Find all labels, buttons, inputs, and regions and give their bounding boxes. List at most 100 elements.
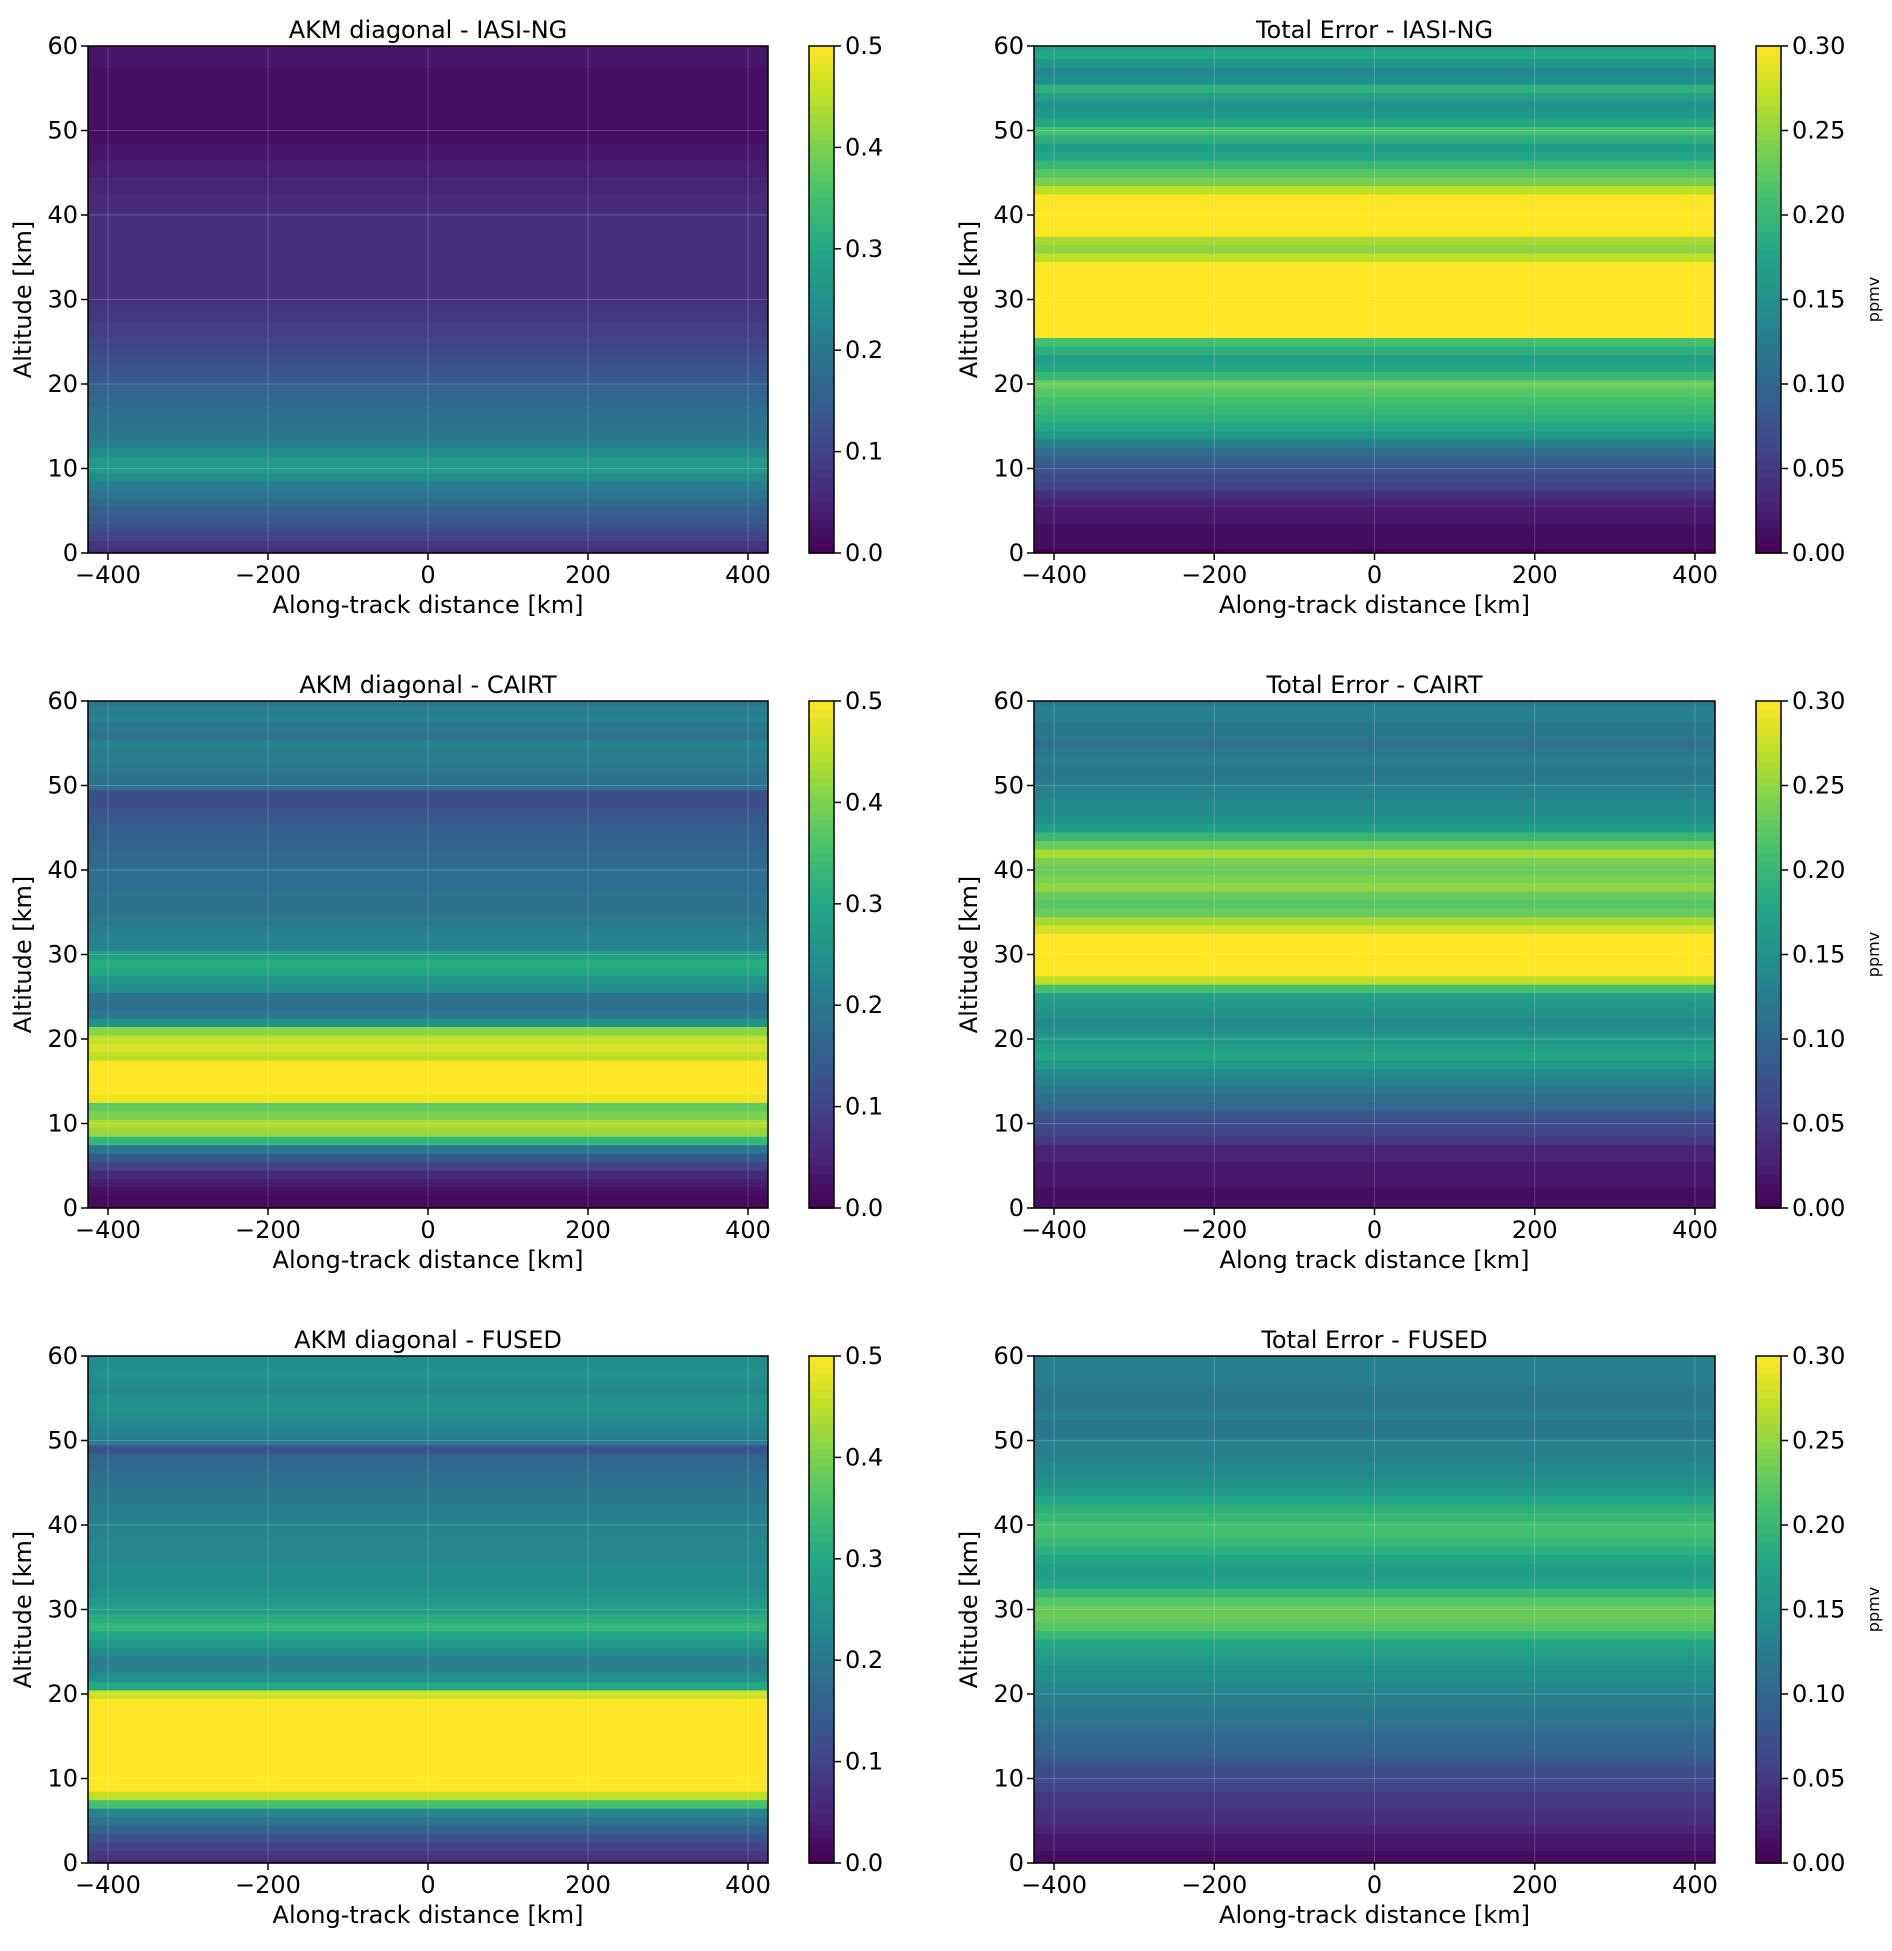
heatmap-cell	[1034, 1563, 1715, 1573]
heatmap-cell	[1034, 1178, 1715, 1188]
chart-title: AKM diagonal - IASI-NG	[289, 16, 568, 44]
heatmap-cell	[1034, 1503, 1715, 1513]
x-tick-label: −400	[1021, 1216, 1087, 1244]
heatmap-cell	[88, 1385, 768, 1395]
heatmap-cell	[1034, 950, 1715, 960]
colorbar-segment	[1756, 734, 1781, 745]
heatmap-cell	[1034, 312, 1715, 322]
heatmap-cell	[88, 320, 768, 330]
heatmap-cell	[1034, 1486, 1715, 1497]
colorbar-segment	[809, 1651, 834, 1661]
y-tick-label: 60	[993, 32, 1024, 60]
colorbar-segment	[809, 1415, 834, 1425]
colorbar-segment	[809, 1174, 834, 1184]
colorbar-segment	[1756, 1047, 1781, 1057]
colorbar-segment	[1756, 836, 1781, 846]
heatmap-cell	[88, 941, 768, 951]
heatmap-cell	[88, 1630, 768, 1640]
heatmap-cell	[1034, 100, 1715, 110]
colorbar-segment	[809, 1440, 834, 1450]
colorbar-segment	[1756, 155, 1781, 166]
colorbar-segment	[809, 895, 834, 905]
colorbar-segment	[809, 62, 834, 73]
heatmap-cell	[88, 764, 768, 774]
panel-1: −400 −200 0 200 400 0 10 20 30 40 50 60 AKM diagonal…	[9, 16, 883, 619]
heatmap-cell	[1034, 1732, 1715, 1742]
heatmap-cell	[88, 464, 768, 474]
heatmap-cell	[1034, 747, 1715, 757]
heatmap-cell	[88, 1195, 768, 1205]
heatmap-cell	[1034, 772, 1715, 782]
colorbar-tick-label: 0.4	[845, 133, 883, 161]
colorbar-segment	[809, 54, 834, 64]
heatmap-cell	[1034, 1495, 1715, 1505]
heatmap-cell	[1034, 92, 1715, 102]
colorbar-segment	[809, 793, 834, 804]
heatmap-cell	[1034, 388, 1715, 398]
colorbar-segment	[809, 172, 834, 182]
heatmap-cell	[1034, 548, 1715, 554]
colorbar-segment	[1756, 886, 1781, 897]
heatmap-cell	[88, 1529, 768, 1539]
colorbar: 0.0 0.1 0.2 0.3 0.4 0.5	[808, 32, 883, 567]
heatmap-cell	[1034, 823, 1715, 833]
heatmap-cell	[88, 1748, 768, 1758]
colorbar-tick-label: 0.5	[845, 1342, 883, 1370]
heatmap-cell	[88, 755, 768, 765]
y-tick-label: 60	[47, 32, 78, 60]
colorbar-segment	[809, 1761, 834, 1771]
x-tick-label: −400	[1021, 561, 1087, 589]
colorbar-segment	[1756, 1457, 1781, 1467]
colorbar-segment	[809, 1525, 834, 1535]
colorbar-segment	[1756, 1803, 1781, 1814]
colorbar-segment	[1756, 793, 1781, 804]
y-tick-label: 30	[993, 1596, 1024, 1624]
y-tick-label: 10	[993, 455, 1024, 483]
heatmap-cell	[88, 1402, 768, 1412]
heatmap-cell	[1034, 67, 1715, 77]
y-tick-label: 60	[993, 687, 1024, 715]
chart-title: Total Error - CAIRT	[1266, 671, 1483, 699]
heatmap-cell	[1034, 1706, 1715, 1716]
colorbar-segment	[1756, 1182, 1781, 1192]
colorbar-segment	[809, 392, 834, 402]
colorbar-segment	[809, 920, 834, 930]
y-axis-label: Altitude [km]	[9, 876, 37, 1033]
heatmap-cell	[1034, 396, 1715, 406]
colorbar: 0.00 0.05 0.10 0.15 0.20 0.25 0.30 ppmv	[1755, 32, 1883, 567]
colorbar-segment	[1756, 215, 1781, 225]
colorbar-segment	[1756, 1448, 1781, 1459]
heatmap-cell	[1034, 1622, 1715, 1632]
colorbar-segment	[809, 215, 834, 225]
colorbar-segment	[809, 198, 834, 208]
heatmap-cell	[88, 1169, 768, 1180]
heatmap-cell	[1034, 1791, 1715, 1801]
colorbar-segment	[809, 1432, 834, 1442]
colorbar-segment	[809, 1030, 834, 1040]
heatmap-cell	[88, 1808, 768, 1818]
heatmap-cell	[88, 1782, 768, 1792]
colorbar-segment	[1756, 1005, 1781, 1015]
heatmap-cell	[1034, 713, 1715, 723]
heatmap-cell	[1034, 481, 1715, 491]
colorbar-segment	[1756, 1778, 1781, 1788]
colorbar-segment	[809, 1837, 834, 1847]
heatmap-cell	[1034, 899, 1715, 909]
colorbar-segment	[809, 223, 834, 233]
x-tick-label: 0	[420, 1871, 435, 1899]
colorbar-segment	[1756, 384, 1781, 394]
heatmap-cell	[1034, 253, 1715, 263]
heatmap-cell	[1034, 413, 1715, 423]
colorbar-segment	[1756, 912, 1781, 922]
colorbar-segment	[809, 1140, 834, 1150]
colorbar-segment	[1756, 1039, 1781, 1049]
y-tick-label: 50	[993, 1427, 1024, 1455]
heatmap-cell	[1034, 755, 1715, 765]
colorbar-segment	[809, 468, 834, 478]
colorbar-segment	[809, 231, 834, 242]
colorbar-tick-label: 0.4	[845, 1443, 883, 1471]
x-tick-label: 200	[1512, 561, 1558, 589]
heatmap-cell	[1034, 75, 1715, 85]
colorbar-segment	[1756, 206, 1781, 216]
heatmap-cell	[1034, 891, 1715, 901]
